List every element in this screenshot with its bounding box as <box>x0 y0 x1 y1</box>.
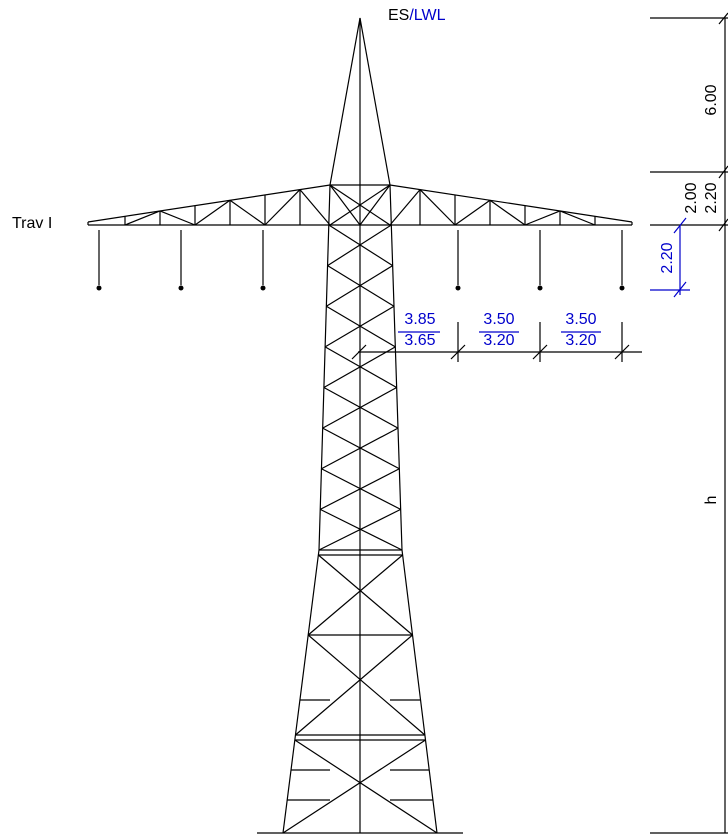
dim-upper: 3.85 <box>404 311 435 328</box>
dim-upper: 2.00 <box>683 182 700 213</box>
top-label-lwl: /LWL <box>409 7 445 24</box>
crossarm-brace <box>195 200 230 225</box>
page: ES/LWL Trav I 6.00 2.00 2.20 h 2.20 3.85… <box>0 0 728 839</box>
right-leg <box>390 185 437 833</box>
dim-top: 6.00 <box>703 84 720 115</box>
brace <box>325 347 397 388</box>
crossarm-brace <box>390 190 420 225</box>
crossarm-brace <box>160 211 195 225</box>
conductor <box>456 286 461 291</box>
vertical-dimensions: 6.00 2.00 2.20 h 2.20 <box>650 13 728 833</box>
crossarm-brace <box>455 200 490 225</box>
top-label-es: ES <box>388 7 409 24</box>
dim-upper: 3.50 <box>565 311 596 328</box>
crossarm-brace <box>230 200 265 225</box>
brace <box>360 185 390 225</box>
brace <box>328 266 394 307</box>
brace <box>295 740 437 833</box>
conductor <box>261 286 266 291</box>
dim-upper: 3.50 <box>483 311 514 328</box>
conductor <box>97 286 102 291</box>
brace <box>308 635 425 735</box>
dim-lower: 3.65 <box>404 332 435 349</box>
brace <box>283 740 425 833</box>
crossarm-brace <box>490 200 525 225</box>
brace <box>329 225 393 266</box>
tower-drawing: ES/LWL Trav I 6.00 2.00 2.20 h 2.20 3.85… <box>0 0 728 839</box>
brace <box>330 185 360 225</box>
crossarm-brace <box>265 190 300 225</box>
crossarm-brace <box>300 190 330 225</box>
brace <box>326 306 395 347</box>
dim-lower: 2.20 <box>703 182 720 213</box>
conductor <box>620 286 625 291</box>
brace <box>318 555 412 635</box>
tower <box>88 18 632 833</box>
conductor <box>538 286 543 291</box>
crossarm-brace <box>420 190 455 225</box>
crossarm-label: Trav I <box>12 215 52 232</box>
brace <box>308 555 402 635</box>
dim-lower: 3.20 <box>483 332 514 349</box>
top-label: ES/LWL <box>388 7 446 24</box>
dim-height: h <box>703 496 720 505</box>
left-leg <box>283 185 330 833</box>
dim-lower: 3.20 <box>565 332 596 349</box>
brace <box>295 635 412 735</box>
dim-insulator: 2.20 <box>659 242 676 273</box>
crossarm-brace <box>525 211 560 225</box>
conductor <box>179 286 184 291</box>
